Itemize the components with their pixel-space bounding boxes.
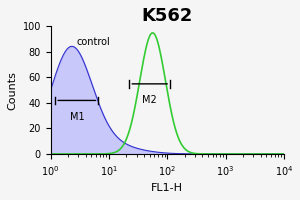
Y-axis label: Counts: Counts bbox=[7, 71, 17, 110]
Text: M2: M2 bbox=[142, 95, 157, 105]
X-axis label: FL1-H: FL1-H bbox=[151, 183, 183, 193]
Text: M1: M1 bbox=[70, 112, 84, 122]
Text: control: control bbox=[77, 37, 111, 47]
Title: K562: K562 bbox=[142, 7, 193, 25]
